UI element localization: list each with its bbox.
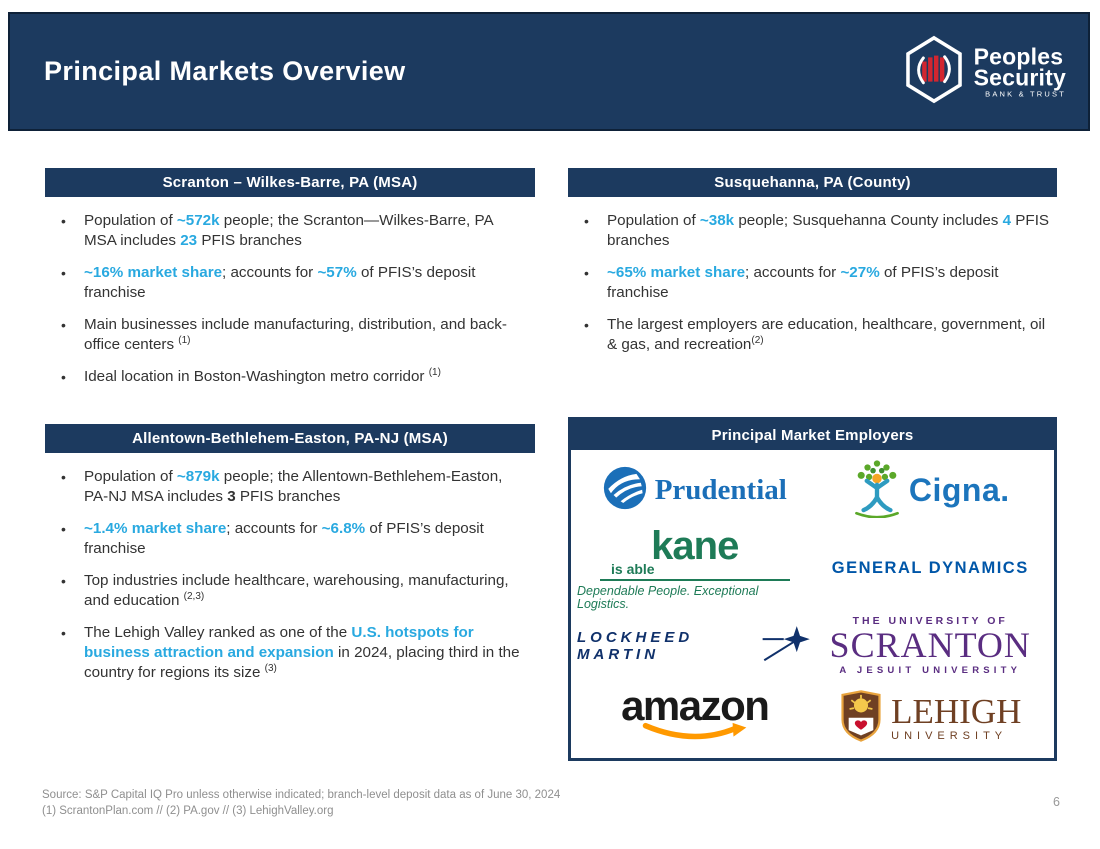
- bullet-marker: •: [61, 213, 66, 229]
- panel-allentown-title: Allentown-Bethlehem-Easton, PA-NJ (MSA): [45, 424, 535, 453]
- cigna-wordmark: Cigna.: [908, 471, 1010, 508]
- kane-divider-line: [599, 579, 790, 581]
- footer: Source: S&P Capital IQ Pro unless otherw…: [42, 787, 560, 819]
- university-of-scranton-logo: THE UNIVERSITY OF SCRANTON A JESUIT UNIV…: [829, 614, 1031, 677]
- kane-wordmark: kane: [651, 524, 739, 568]
- title-bar: Principal Markets Overview Peoples: [8, 12, 1090, 131]
- bullet-marker: •: [61, 469, 66, 485]
- bullet-marker: •: [584, 317, 589, 333]
- panel-scranton-title: Scranton – Wilkes-Barre, PA (MSA): [45, 168, 535, 197]
- prudential-wordmark: Prudential: [654, 473, 787, 506]
- kane-logo: kane is able Dependable People. Exceptio…: [577, 526, 813, 610]
- scranton-bullet-list: • Population of ~572k people; the Scranto…: [45, 197, 535, 387]
- employers-panel-title: Principal Market Employers: [571, 420, 1054, 450]
- peoples-security-logo: Peoples Security BANK & TRUST: [903, 35, 1066, 108]
- bullet-item: • Population of ~879k people; the Allento…: [61, 467, 529, 507]
- peoples-security-hexagon-icon: [903, 35, 965, 108]
- lehigh-shield-icon: [839, 689, 883, 748]
- bullet-marker: •: [61, 573, 66, 589]
- lehigh-university-logo: LEHIGH UNIVERSITY: [839, 689, 1021, 748]
- bullet-item: • The largest employers are education, he…: [584, 315, 1051, 355]
- susquehanna-bullet-list: • Population of ~38k people; Susquehanna …: [568, 197, 1057, 355]
- bullet-marker: •: [61, 265, 66, 281]
- bullet-marker: •: [61, 625, 66, 641]
- general-dynamics-logo: GENERAL DYNAMICS: [832, 559, 1029, 578]
- bullet-item: • The Lehigh Valley ranked as one of the …: [61, 623, 529, 683]
- lockheed-martin-logo: LOCKHEED MARTIN: [577, 624, 813, 669]
- panel-susquehanna: Susquehanna, PA (County) • Population of …: [568, 168, 1057, 367]
- scranton-line-university-of: THE UNIVERSITY OF: [852, 614, 1008, 627]
- bullet-text: ~16% market share; accounts for ~57% of …: [84, 264, 476, 301]
- logo-line-peoples: Peoples: [973, 43, 1064, 70]
- bullet-text: The Lehigh Valley ranked as one of the U…: [84, 624, 520, 681]
- kane-is-able-text: is able: [611, 561, 655, 577]
- cigna-logo: Cigna.: [851, 458, 1010, 523]
- prudential-logo: Prudential: [603, 466, 787, 515]
- bullet-marker: •: [61, 369, 66, 385]
- bullet-text: Main businesses include manufacturing, d…: [84, 316, 507, 353]
- amazon-wordmark: amazon: [621, 681, 770, 729]
- page-title: Principal Markets Overview: [44, 56, 406, 86]
- page-number: 6: [1053, 795, 1060, 809]
- bullet-marker: •: [61, 521, 66, 537]
- amazon-logo: amazon: [621, 681, 770, 747]
- bullet-text: Top industries include healthcare, wareh…: [84, 572, 509, 609]
- scranton-wordmark: SCRANTON: [829, 624, 1031, 665]
- bullet-marker: •: [584, 265, 589, 281]
- bullet-item: • Population of ~38k people; Susquehanna …: [584, 211, 1051, 251]
- bullet-item: • Ideal location in Boston-Washington met…: [61, 367, 529, 387]
- bullet-text: The largest employers are education, hea…: [607, 316, 1046, 353]
- bullet-item: • Population of ~572k people; the Scranto…: [61, 211, 529, 251]
- bullet-text: Population of ~38k people; Susquehanna C…: [607, 212, 1050, 249]
- lockheed-martin-wordmark: LOCKHEED MARTIN: [577, 629, 694, 663]
- peoples-security-wordmark: Peoples Security BANK & TRUST: [974, 45, 1066, 98]
- lehigh-line-name: LEHIGH: [891, 692, 1022, 731]
- kane-tagline: Dependable People. Exceptional Logistics…: [577, 584, 759, 611]
- bullet-text: Population of ~879k people; the Allentow…: [84, 468, 503, 505]
- bullet-marker: •: [61, 317, 66, 333]
- general-dynamics-wordmark: GENERAL DYNAMICS: [831, 558, 1029, 577]
- lockheed-star-icon: [761, 624, 813, 669]
- prudential-rock-icon: [603, 466, 647, 515]
- logo-line-security: Security: [973, 64, 1066, 91]
- bullet-item: • Main businesses include manufacturing, …: [61, 315, 529, 355]
- logo-line-bank-trust: BANK & TRUST: [985, 89, 1066, 99]
- cigna-tree-icon: [851, 458, 903, 523]
- footer-footnotes-line: (1) ScrantonPlan.com // (2) PA.gov // (3…: [42, 805, 334, 817]
- bullet-text: Population of ~572k people; the Scranton…: [84, 212, 493, 249]
- bullet-item: • Top industries include healthcare, ware…: [61, 571, 529, 611]
- lehigh-wordmark: LEHIGH UNIVERSITY: [891, 694, 1021, 742]
- bullet-item: • ~1.4% market share; accounts for ~6.8% …: [61, 519, 529, 559]
- lehigh-line-university: UNIVERSITY: [891, 730, 1008, 742]
- bullet-marker: •: [584, 213, 589, 229]
- panel-scranton-wilkes-barre: Scranton – Wilkes-Barre, PA (MSA) • Popul…: [45, 168, 535, 399]
- scranton-line-jesuit: A JESUIT UNIVERSITY: [839, 665, 1022, 677]
- bullet-text: ~1.4% market share; accounts for ~6.8% o…: [84, 520, 484, 557]
- allentown-bullet-list: • Population of ~879k people; the Allento…: [45, 453, 535, 683]
- panel-allentown-bethlehem-easton: Allentown-Bethlehem-Easton, PA-NJ (MSA) …: [45, 424, 535, 695]
- footer-source-line: Source: S&P Capital IQ Pro unless otherw…: [42, 789, 561, 801]
- amazon-smile-icon: [636, 722, 754, 747]
- bullet-text: Ideal location in Boston-Washington metr…: [84, 366, 441, 385]
- employer-logo-grid: Prudential: [571, 450, 1054, 758]
- bullet-text: ~65% market share; accounts for ~27% of …: [607, 264, 999, 301]
- bullet-item: • ~16% market share; accounts for ~57% of…: [61, 263, 529, 303]
- panel-susquehanna-title: Susquehanna, PA (County): [568, 168, 1057, 197]
- panel-principal-market-employers: Principal Market Employers Prudential: [568, 417, 1057, 761]
- bullet-item: • ~65% market share; accounts for ~27% of…: [584, 263, 1051, 303]
